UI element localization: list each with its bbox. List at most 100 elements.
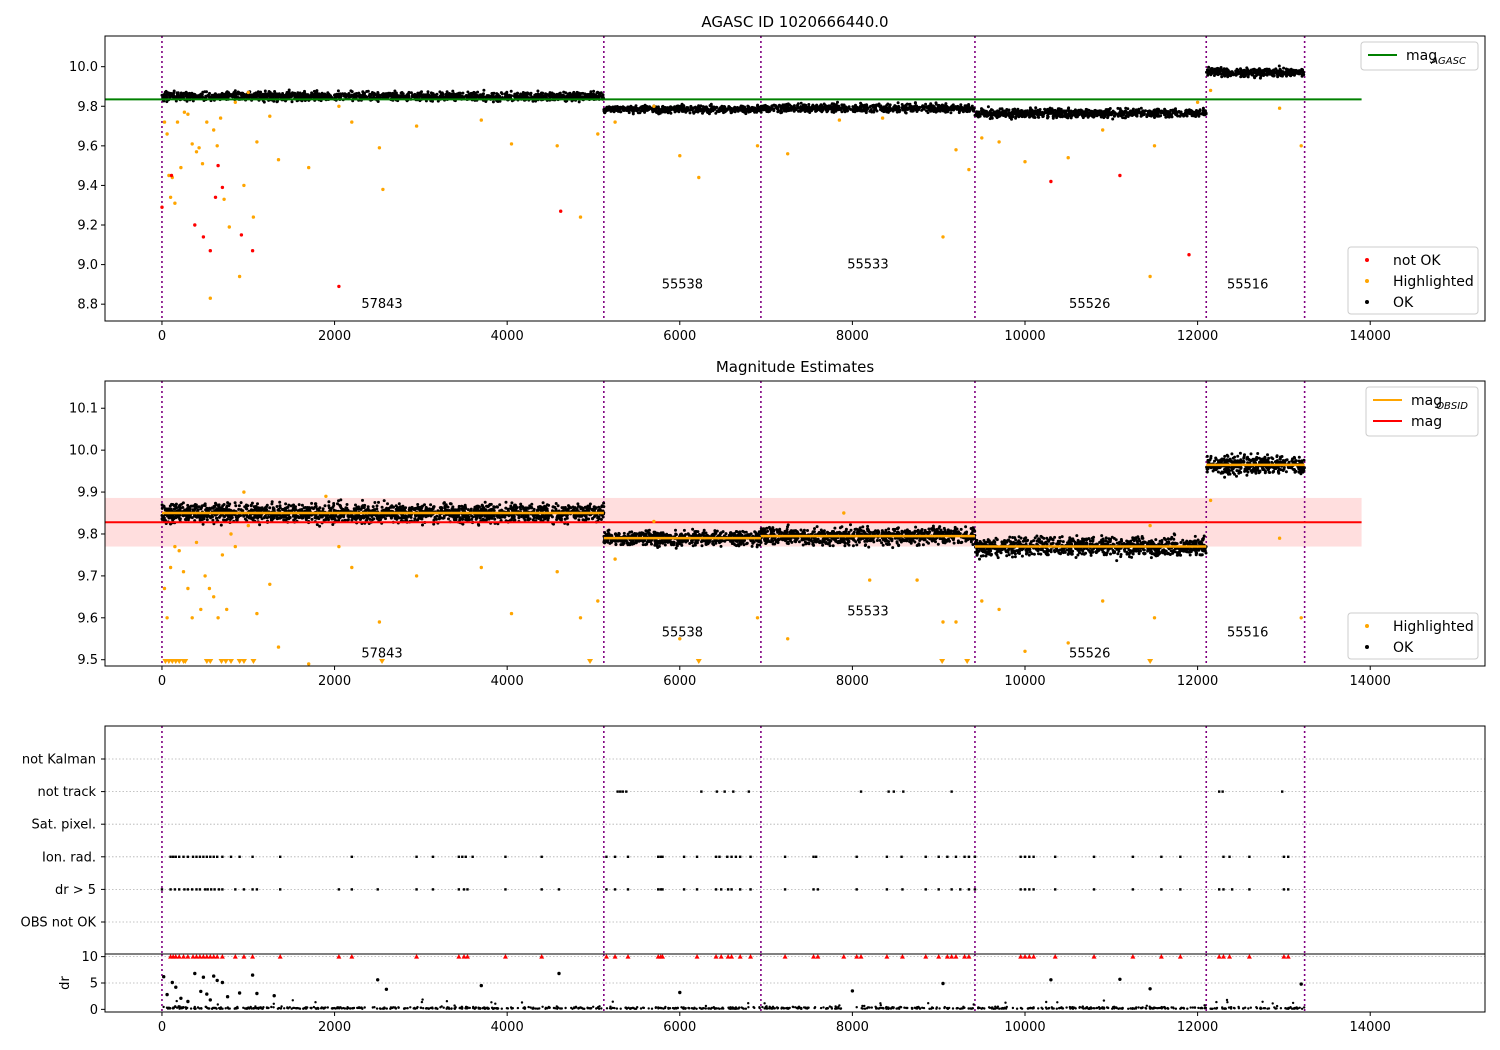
ok-point (631, 110, 635, 114)
ok-point (872, 110, 876, 114)
ok-point (1011, 109, 1015, 113)
legend-label: mag (1406, 48, 1437, 64)
legend-label: Highlighted (1393, 274, 1474, 290)
ok-point (830, 110, 834, 114)
highlighted-point (786, 152, 790, 156)
ok-point (310, 517, 314, 521)
ok-point (765, 106, 769, 110)
ok-point (1158, 114, 1162, 118)
highlighted-point (880, 116, 885, 120)
ok-point (932, 105, 936, 108)
highlighted-point (167, 173, 171, 178)
ok-point (498, 94, 502, 98)
ok-point (508, 94, 512, 98)
ok-point (906, 102, 910, 106)
obsid-label: 57843 (361, 297, 402, 312)
ok-point (1046, 115, 1050, 119)
ok-point (210, 93, 214, 97)
ok-point (608, 108, 612, 112)
ok-point (1196, 110, 1199, 114)
ok-point (1267, 68, 1271, 72)
ok-point (858, 106, 862, 110)
ok-point (1234, 72, 1238, 76)
ok-point (970, 106, 974, 110)
highlighted-point (1023, 160, 1027, 164)
y-tick-label: 9.2 (77, 219, 98, 234)
ok-point (865, 109, 868, 113)
ok-point (444, 95, 447, 99)
ok-point (1031, 111, 1035, 115)
ok-point (972, 109, 975, 113)
ok-point (990, 111, 994, 115)
ok-point (1168, 112, 1172, 116)
ok-point (777, 103, 781, 107)
panel-agasc-frame (104, 35, 1486, 322)
ok-point (689, 108, 693, 112)
ok-point (164, 89, 168, 93)
highlighted-point (377, 146, 382, 150)
ok-point (897, 104, 901, 108)
ok-point (886, 102, 890, 106)
ok-point (249, 504, 253, 508)
ok-point (327, 92, 331, 96)
ok-point (470, 96, 474, 99)
ok-point (201, 95, 205, 99)
highlighted-point (1101, 128, 1105, 132)
ok-point (304, 94, 308, 98)
ok-point (957, 109, 961, 113)
ok-point (181, 506, 185, 509)
ok-point (846, 106, 850, 110)
ok-point (941, 109, 945, 113)
ok-point (1268, 72, 1272, 76)
ok-point (536, 89, 540, 93)
ok-point (701, 111, 704, 115)
ok-point (1242, 68, 1246, 72)
ok-point (673, 110, 677, 114)
ok-point (550, 509, 554, 513)
ok-point (664, 107, 668, 111)
ok-point (537, 95, 541, 99)
ok-point (811, 103, 815, 107)
ok-point (1086, 108, 1090, 112)
ok-point (1113, 111, 1117, 115)
ok-point (1242, 74, 1246, 78)
ok-point (1246, 69, 1250, 73)
ok-point (432, 505, 436, 509)
ok-point (413, 517, 417, 521)
ok-point (263, 89, 267, 93)
ok-point (894, 107, 898, 111)
ok-point (1134, 108, 1138, 112)
ok-point (577, 100, 581, 104)
x-tick-label: 6000 (663, 329, 696, 344)
ok-point (977, 110, 981, 114)
ok-point (918, 106, 922, 110)
ok-point (1216, 73, 1220, 77)
ok-point (452, 92, 456, 96)
ok-point (1265, 73, 1269, 77)
ok-point (1032, 115, 1036, 119)
ok-point (738, 106, 742, 110)
ok-point (1111, 117, 1115, 121)
ok-point (1030, 108, 1033, 112)
ok-point (1131, 107, 1135, 111)
ok-point (1056, 107, 1060, 111)
highlighted-point (190, 142, 194, 146)
ok-point (948, 106, 952, 110)
ok-point (365, 90, 369, 93)
highlighted-point (251, 215, 256, 219)
ok-point (865, 103, 869, 107)
ok-point (959, 103, 963, 107)
ok-point (236, 96, 240, 99)
ok-point (621, 105, 625, 109)
highlighted-point (555, 144, 559, 148)
ok-point (1160, 111, 1164, 115)
ok-points (160, 451, 1306, 563)
ok-point (431, 94, 435, 98)
not-ok-point (239, 233, 244, 237)
ok-point (1070, 114, 1074, 118)
ok-point (1215, 68, 1219, 72)
ok-point (592, 89, 596, 93)
ok-point (1191, 112, 1195, 116)
ok-point (277, 92, 281, 96)
ok-point (382, 94, 386, 98)
